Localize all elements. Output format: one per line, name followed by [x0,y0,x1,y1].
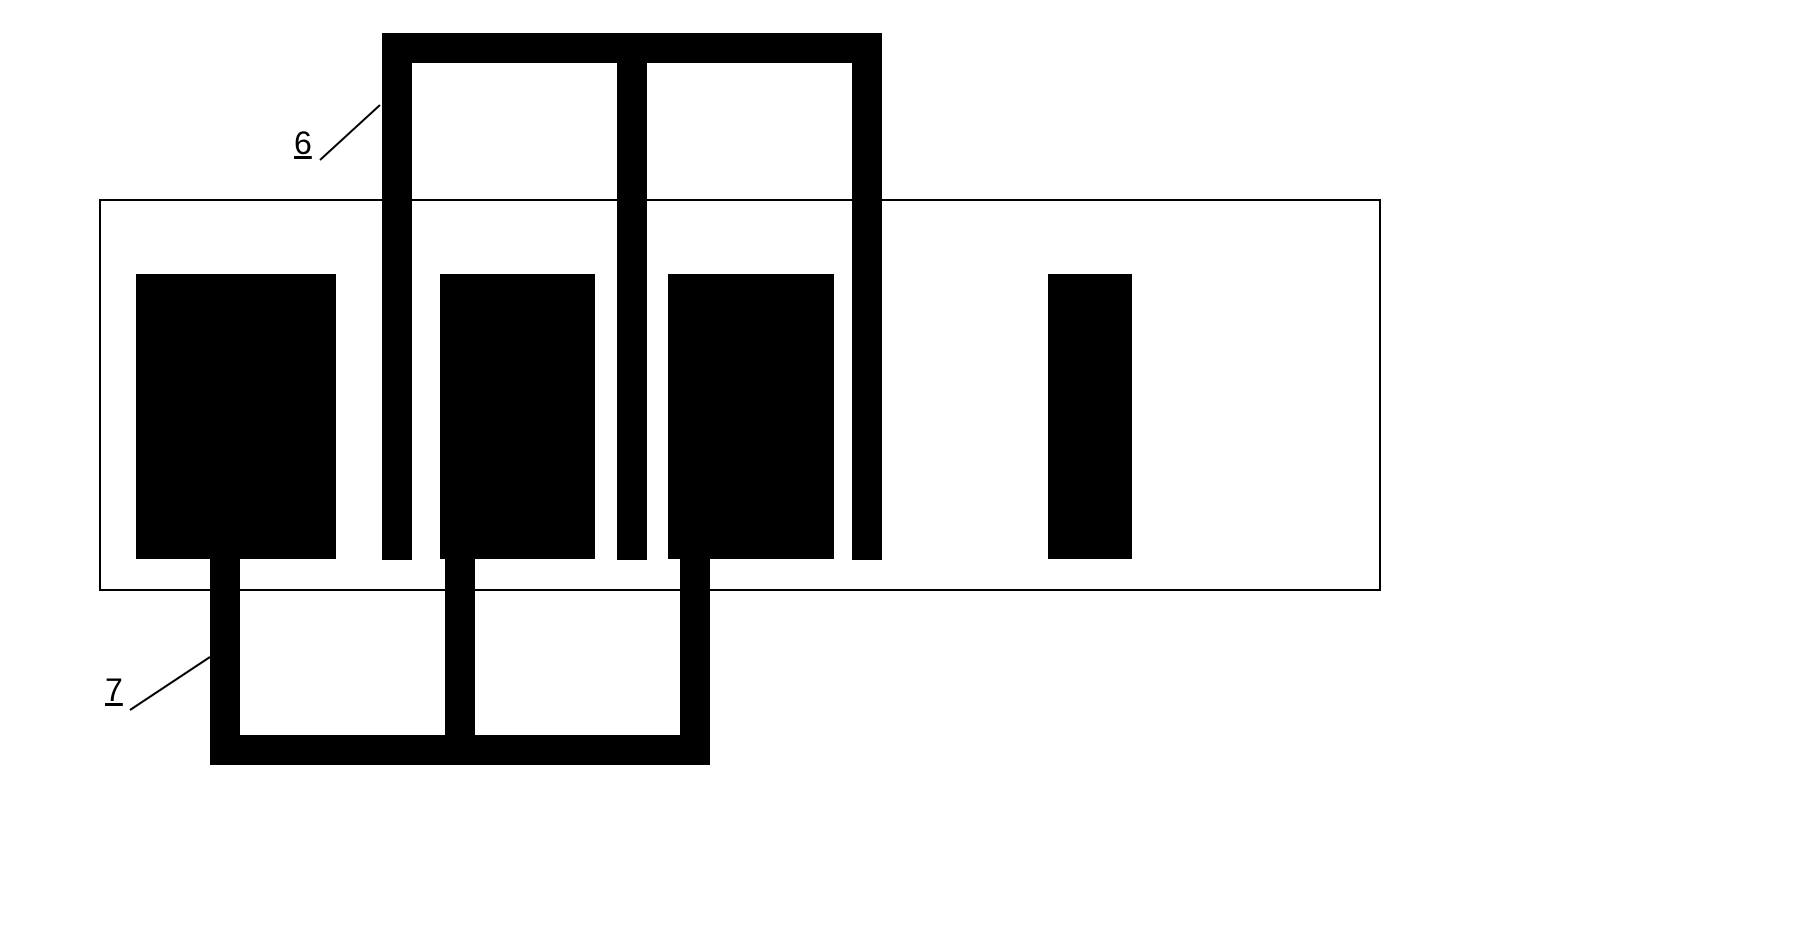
bottom-comb-tooth-2 [445,540,475,740]
bottom-comb-structure [210,540,710,765]
leader-line-6 [320,105,380,160]
technical-diagram: 6 7 [0,0,1796,924]
top-comb-tooth-2 [617,60,647,560]
leader-line-7 [130,657,210,710]
diagram-svg [0,0,1796,924]
top-comb-tooth-1 [382,60,412,560]
block-3 [668,274,834,559]
label-6: 6 [294,125,312,162]
block-1 [136,274,336,559]
block-4 [1048,274,1132,559]
top-comb-tooth-3 [852,60,882,560]
top-comb-bar [382,33,882,63]
bottom-comb-tooth-1 [210,540,240,740]
label-7: 7 [105,672,123,709]
block-2 [440,274,595,559]
bottom-comb-tooth-3 [680,540,710,740]
